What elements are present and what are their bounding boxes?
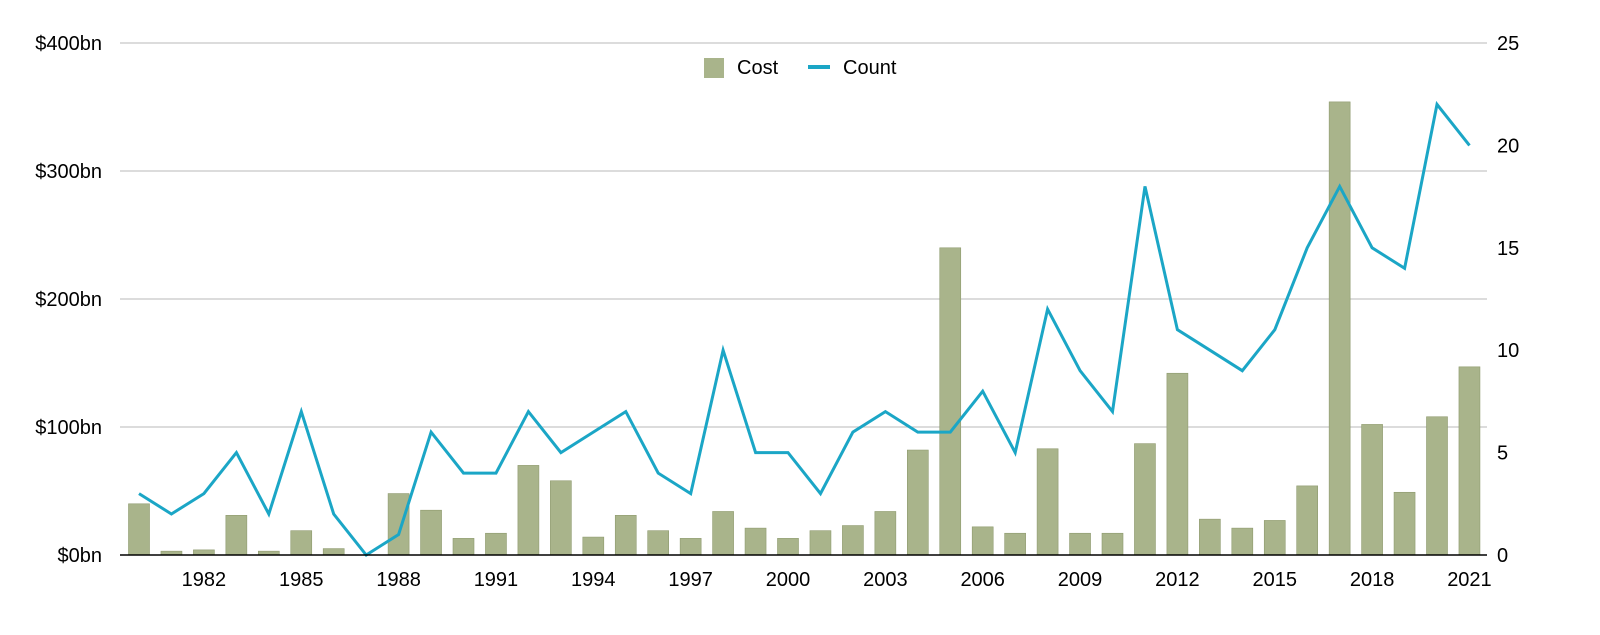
x-tick-label: 1997: [668, 569, 713, 591]
x-tick-label: 1988: [376, 569, 421, 591]
cost-bar-2008: [1036, 448, 1059, 556]
x-tick-label: 2015: [1253, 569, 1298, 591]
cost-bars: [128, 101, 1481, 556]
legend-swatch-cost: [704, 58, 724, 78]
cost-bar-1994: [582, 536, 605, 556]
x-tick-label: 2012: [1155, 569, 1200, 591]
count-line: [138, 100, 1471, 557]
x-tick-label: 1982: [182, 569, 227, 591]
cost-bar-2004: [906, 449, 929, 556]
x-tick-label: 2009: [1058, 569, 1103, 591]
cost-bar-2012: [1166, 372, 1189, 556]
cost-bar-2007: [1004, 532, 1026, 556]
y-axis-right-ticks: 0 5 10 15 20 25: [1497, 33, 1519, 567]
x-tick-label: 2000: [766, 569, 811, 591]
cost-bar-2009: [1069, 532, 1091, 556]
cost-bar-2001: [809, 530, 832, 556]
x-tick-label: 1994: [571, 569, 616, 591]
cost-bar-2013: [1199, 518, 1221, 556]
cost-bar-2018: [1361, 424, 1383, 556]
y-right-tick-label: 20: [1497, 135, 1519, 157]
cost-bar-2016: [1296, 485, 1318, 556]
cost-bar-1989: [420, 509, 442, 556]
y-right-tick-label: 25: [1497, 33, 1519, 55]
cost-bar-1999: [744, 527, 767, 556]
x-axis-ticks: 1982 1985 1988 1991 1994 1997 2000 2003 2006 2009…: [182, 569, 1492, 591]
cost-bar-1985: [290, 530, 313, 556]
cost-bar-1990: [452, 538, 475, 556]
y-right-tick-label: 10: [1497, 340, 1519, 362]
y-right-tick-label: 0: [1497, 545, 1508, 567]
legend-label-cost: Cost: [737, 57, 779, 79]
x-tick-label: 1985: [279, 569, 324, 591]
cost-bar-1993: [550, 480, 572, 556]
cost-bar-1996: [647, 530, 670, 556]
count-line-layer: [138, 100, 1471, 557]
cost-bar-2000: [777, 538, 799, 556]
y-left-tick-label: $300bn: [35, 161, 102, 183]
cost-bar-2002: [842, 525, 864, 556]
y-left-tick-label: $400bn: [35, 33, 102, 55]
x-tick-label: 2021: [1447, 569, 1492, 591]
legend: Cost Count: [704, 57, 897, 79]
y-left-tick-label: $200bn: [35, 289, 102, 311]
cost-bar-2021: [1458, 366, 1481, 556]
cost-bar-2017: [1328, 101, 1351, 556]
cost-bar-1980: [128, 503, 150, 556]
gridlines: [120, 42, 1487, 428]
x-tick-label: 1991: [474, 569, 519, 591]
x-tick-label: 2018: [1350, 569, 1395, 591]
cost-bar-2003: [874, 511, 897, 556]
x-tick-label: 2003: [863, 569, 908, 591]
cost-bar-2005: [939, 247, 962, 556]
y-right-tick-label: 5: [1497, 443, 1508, 465]
x-tick-label: 2006: [960, 569, 1005, 591]
cost-bar-1982: [193, 549, 215, 556]
cost-bar-1992: [517, 465, 540, 556]
cost-bar-2019: [1393, 491, 1416, 556]
cost-bar-2006: [971, 526, 994, 556]
cost-bar-1995: [614, 515, 637, 556]
cost-bar-1986: [322, 548, 345, 556]
cost-bar-2014: [1231, 527, 1254, 556]
y-left-tick-label: $0bn: [58, 545, 103, 567]
y-left-tick-label: $100bn: [35, 417, 102, 439]
cost-bar-1991: [485, 532, 507, 556]
cost-bar-1983: [225, 515, 248, 556]
cost-bar-2011: [1134, 443, 1156, 556]
y-axis-left-ticks: $0bn $100bn $200bn $300bn $400bn: [35, 33, 102, 567]
cost-bar-1988: [387, 493, 410, 556]
cost-bar-2010: [1101, 532, 1124, 556]
cost-bar-1997: [679, 538, 702, 556]
y-right-tick-label: 15: [1497, 238, 1519, 260]
legend-label-count: Count: [843, 57, 897, 79]
cost-bar-2015: [1263, 520, 1286, 556]
cost-bar-2020: [1426, 416, 1448, 556]
cost-bar-1998: [712, 511, 734, 556]
